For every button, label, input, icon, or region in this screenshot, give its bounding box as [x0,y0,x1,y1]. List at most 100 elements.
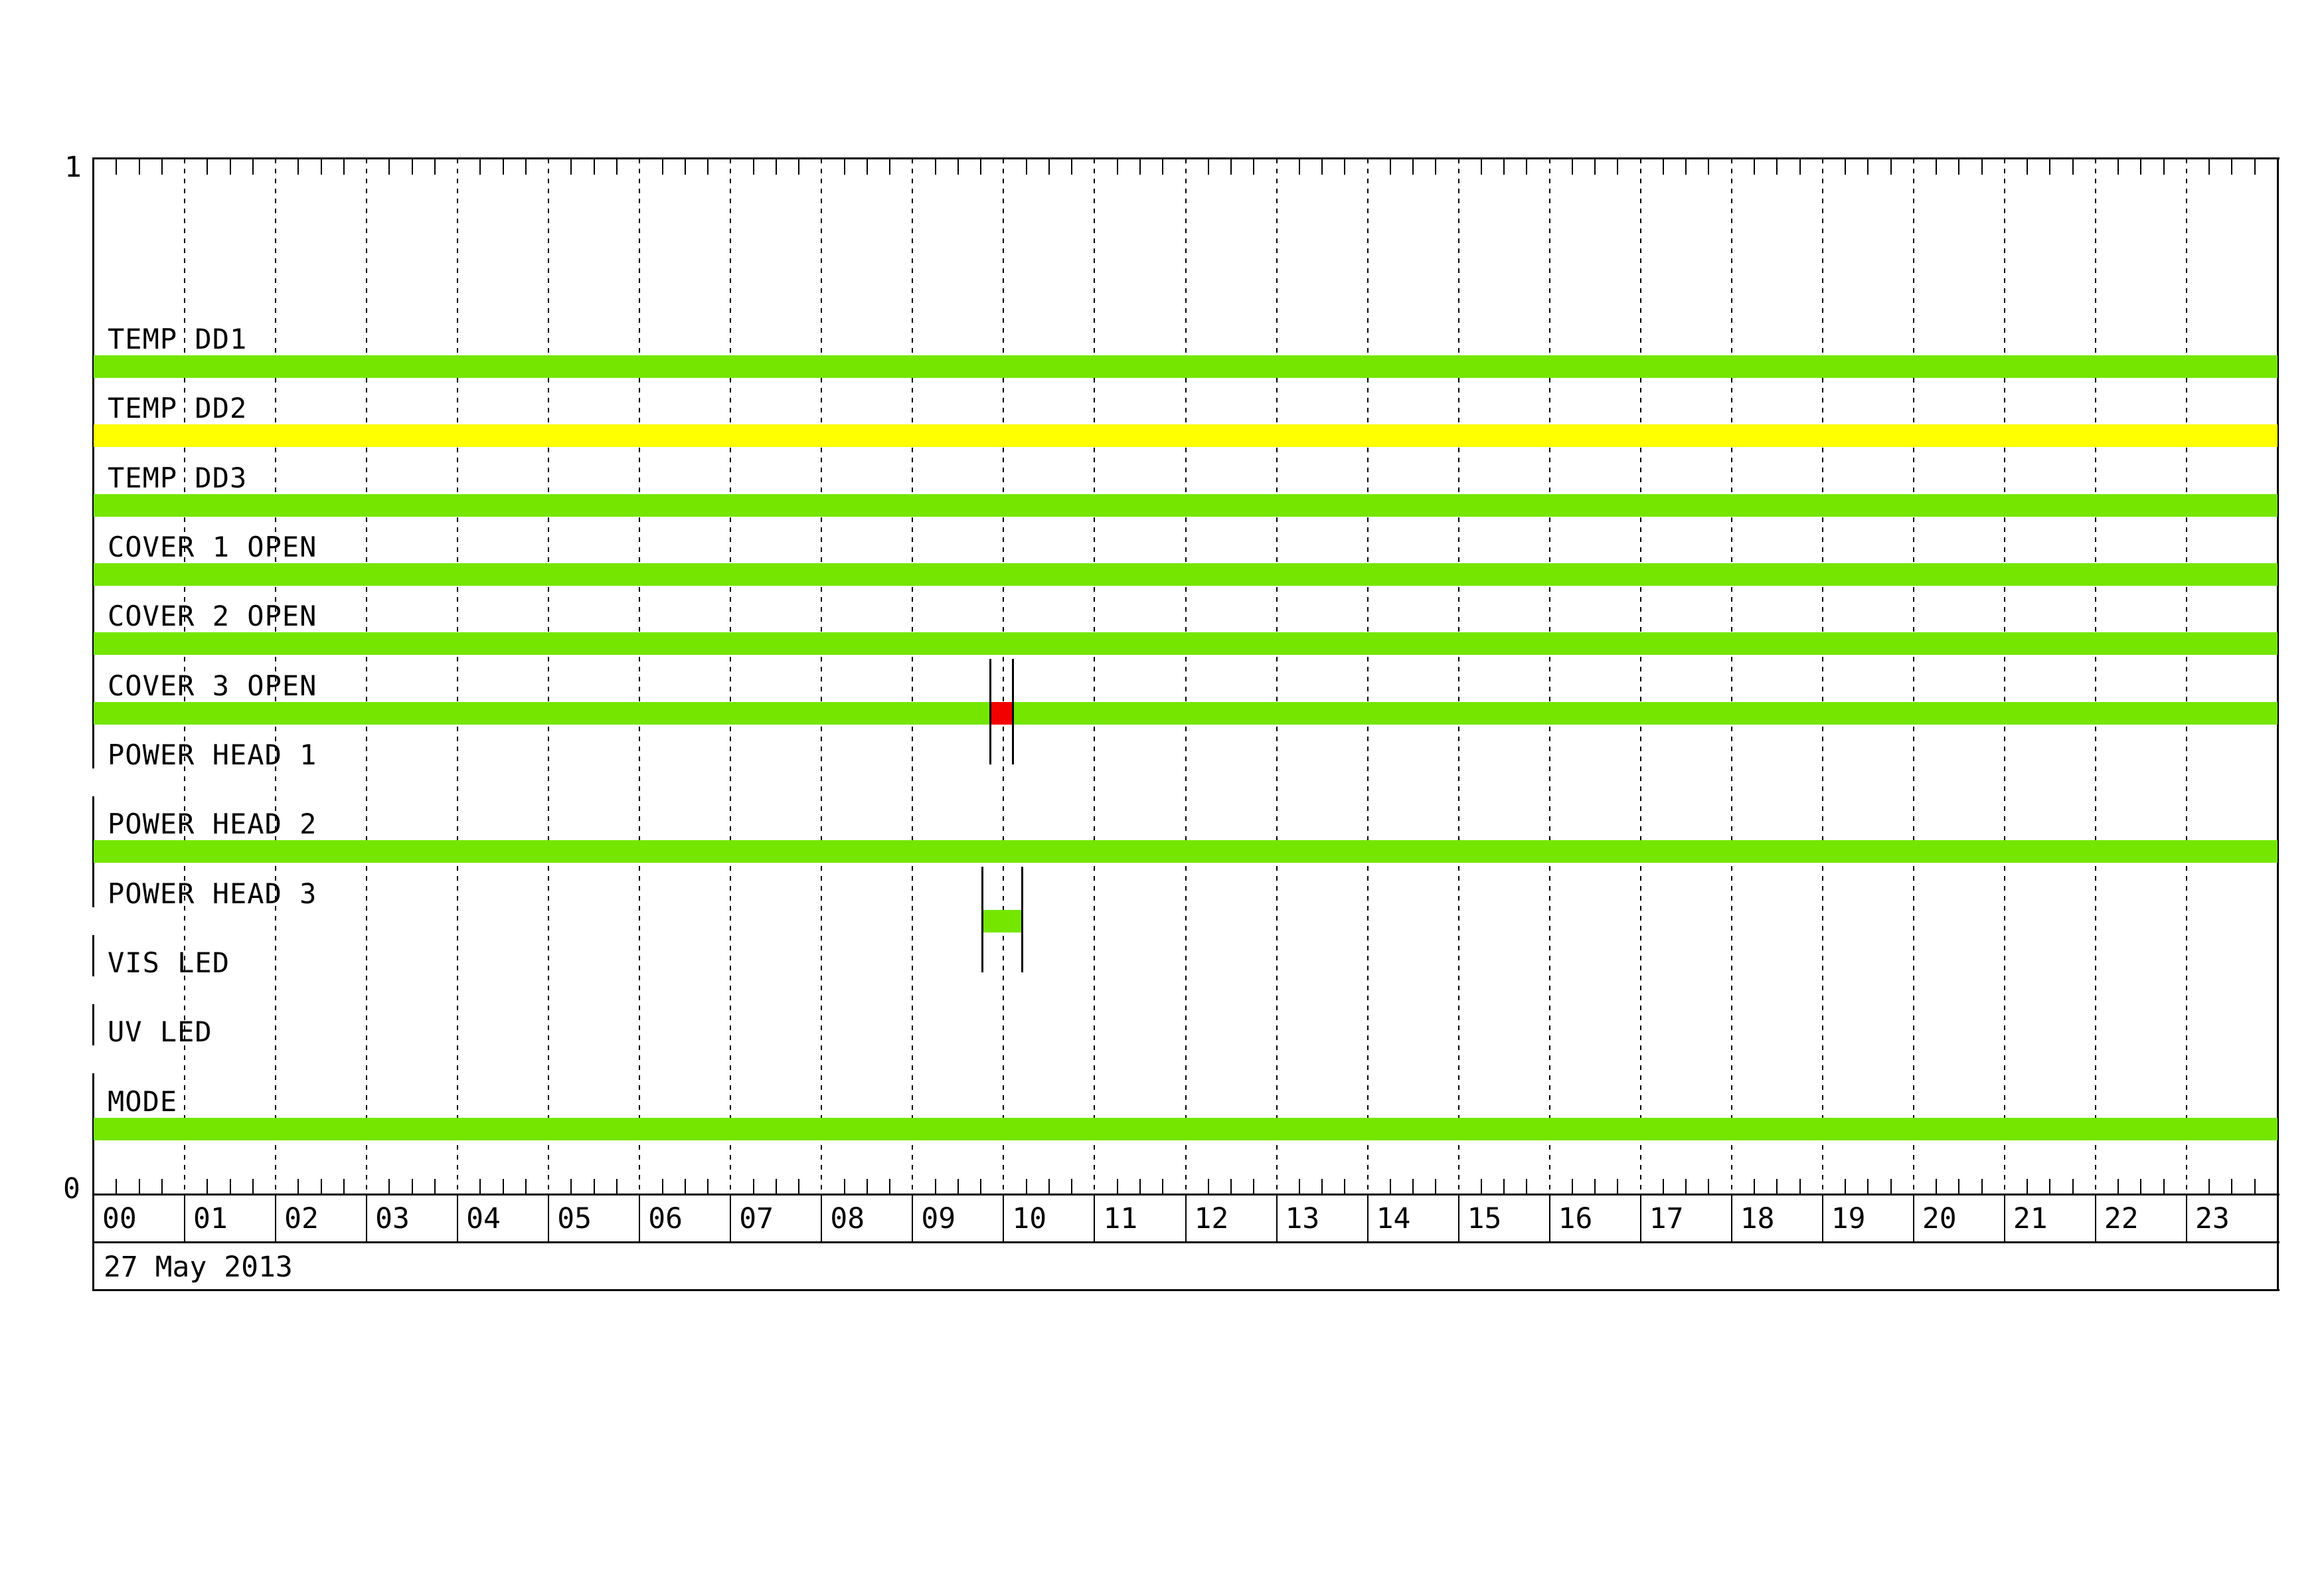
hour-gridline [457,159,459,1195]
hour-cell-separator [821,1195,823,1243]
hour-label: 18 [1740,1202,1775,1235]
event-boundary-line [981,866,984,972]
quarter-tick-bottom [1480,1179,1482,1195]
hour-cell-separator [457,1195,459,1243]
quarter-tick-bottom [1936,1179,1938,1195]
quarter-tick-bottom [616,1179,618,1195]
hour-cell-separator [2094,1195,2096,1243]
quarter-tick-bottom [1845,1179,1847,1195]
quarter-tick-top [957,159,959,175]
quarter-tick-top [866,159,868,175]
hour-label: 23 [2195,1202,2230,1235]
quarter-tick-top [2072,159,2074,175]
hour-gridline [366,159,368,1195]
quarter-tick-top [684,159,686,175]
hour-gridline [2003,159,2005,1195]
status-bar [982,909,1022,932]
quarter-tick-bottom [1594,1179,1596,1195]
hour-cell-separator [1730,1195,1732,1243]
quarter-tick-bottom [843,1179,845,1195]
quarter-tick-bottom [388,1179,390,1195]
quarter-tick-top [1526,159,1528,175]
hour-label: 22 [2104,1202,2139,1235]
quarter-tick-top [1230,159,1232,175]
hour-cell-separator [1094,1195,1096,1243]
row-label: COVER 3 OPEN [108,669,317,702]
quarter-tick-bottom [752,1179,754,1195]
hour-label: 12 [1194,1202,1229,1235]
hour-gridline [1185,159,1187,1195]
hour-cell-separator [1367,1195,1369,1243]
quarter-tick-top [661,159,663,175]
event-boundary-line [1012,658,1015,764]
hour-label: 10 [1012,1202,1047,1235]
quarter-tick-top [502,159,504,175]
quarter-tick-top [229,159,231,175]
status-bar [94,1117,2278,1140]
quarter-tick-top [2117,159,2119,175]
quarter-tick-top [2208,159,2210,175]
quarter-tick-top [752,159,754,175]
quarter-tick-bottom [479,1179,481,1195]
quarter-tick-bottom [1617,1179,1619,1195]
status-bar [1013,701,2278,725]
hour-gridline [1457,159,1459,1195]
hour-cell-separator [1639,1195,1641,1243]
quarter-tick-top [980,159,982,175]
quarter-tick-bottom [1048,1179,1050,1195]
quarter-tick-top [1799,159,1801,175]
hour-cell-separator [2003,1195,2005,1243]
quarter-tick-top [1321,159,1323,175]
hour-label: 17 [1649,1202,1684,1235]
quarter-tick-top [1708,159,1710,175]
quarter-tick-bottom [889,1179,891,1195]
hour-cell-separator [639,1195,641,1243]
quarter-tick-top [161,159,163,175]
quarter-tick-bottom [1025,1179,1027,1195]
quarter-tick-bottom [1344,1179,1346,1195]
hour-gridline [730,159,732,1195]
hour-gridline [275,159,277,1195]
hour-label: 07 [739,1202,774,1235]
quarter-tick-top [2027,159,2029,175]
row-label: POWER HEAD 1 [108,738,317,771]
quarter-tick-bottom [1321,1179,1323,1195]
hour-gridline [1548,159,1550,1195]
quarter-tick-top [1207,159,1209,175]
quarter-tick-top [1298,159,1300,175]
quarter-tick-top [1344,159,1346,175]
status-bar [94,840,2278,863]
quarter-tick-top [889,159,891,175]
row-label: POWER HEAD 2 [108,808,317,841]
quarter-tick-top [593,159,595,175]
status-bar [94,632,2278,656]
row-label: VIS LED [108,946,230,979]
row-label: MODE [108,1085,178,1118]
quarter-tick-top [2049,159,2051,175]
hour-gridline [2094,159,2096,1195]
quarter-tick-top [1389,159,1391,175]
event-boundary-line [1021,866,1023,972]
quarter-tick-bottom [207,1179,208,1195]
quarter-tick-top [1617,159,1619,175]
quarter-tick-bottom [2049,1179,2051,1195]
quarter-tick-top [1981,159,1983,175]
quarter-tick-bottom [2163,1179,2165,1195]
quarter-tick-top [2231,159,2233,175]
hour-label: 08 [830,1202,865,1235]
hour-label: 15 [1467,1202,1502,1235]
quarter-tick-top [207,159,208,175]
quarter-tick-top [1867,159,1869,175]
quarter-tick-top [1435,159,1437,175]
quarter-tick-bottom [1139,1179,1141,1195]
hour-gridline [1821,159,1823,1195]
quarter-tick-bottom [1685,1179,1687,1195]
quarter-tick-top [616,159,618,175]
quarter-tick-bottom [1435,1179,1437,1195]
right-axis [2277,157,2279,1291]
quarter-tick-bottom [957,1179,959,1195]
hour-label: 19 [1831,1202,1866,1235]
quarter-tick-bottom [1253,1179,1255,1195]
y-axis-top-label: 1 [64,151,82,184]
quarter-tick-bottom [980,1179,982,1195]
